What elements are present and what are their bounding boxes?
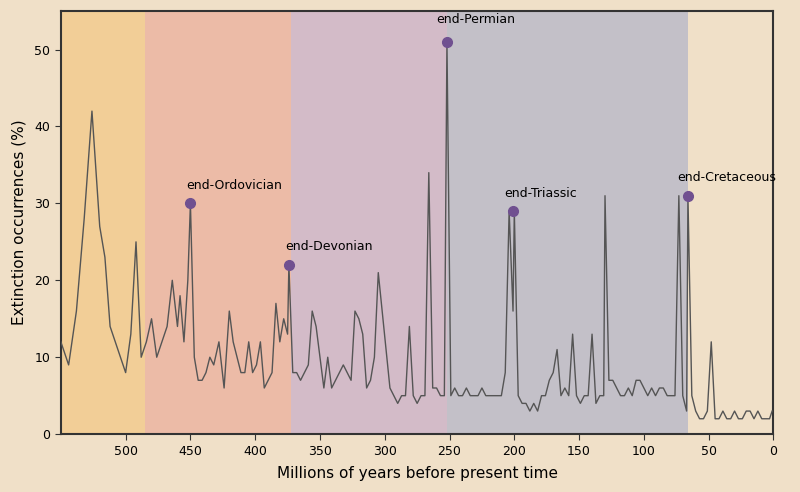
- X-axis label: Millions of years before present time: Millions of years before present time: [277, 466, 558, 481]
- Text: end-Devonian: end-Devonian: [285, 241, 373, 253]
- Bar: [447, 11, 688, 434]
- Text: end-Permian: end-Permian: [437, 13, 515, 27]
- Bar: [61, 11, 145, 434]
- Text: end-Ordovician: end-Ordovician: [186, 179, 282, 192]
- Bar: [145, 11, 291, 434]
- Text: end-Triassic: end-Triassic: [504, 186, 577, 200]
- Bar: [291, 11, 447, 434]
- Text: end-Cretaceous: end-Cretaceous: [678, 171, 777, 184]
- Y-axis label: Extinction occurrences (%): Extinction occurrences (%): [11, 120, 26, 325]
